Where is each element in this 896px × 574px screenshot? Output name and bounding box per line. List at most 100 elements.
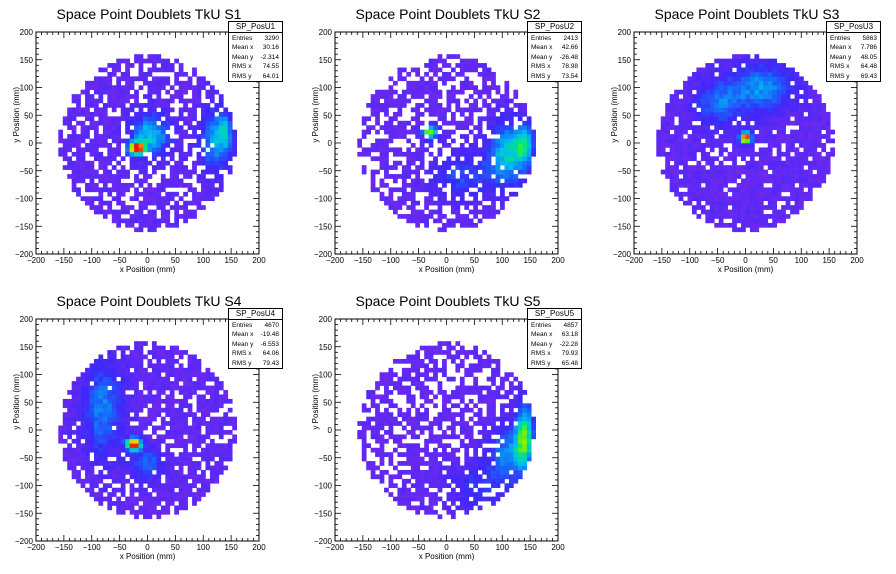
heatmap-bin [776,89,782,95]
heatmap-bin [745,138,751,144]
heatmap-bin [486,354,492,360]
heatmap-bin [513,412,519,417]
heatmap-bin [419,416,425,422]
heatmap-bin [384,385,389,391]
heatmap-bin [178,89,184,95]
heatmap-bin [522,438,528,444]
heatmap-bin [375,465,380,471]
heatmap-bin [223,116,229,122]
heatmap-bin [410,125,416,130]
heatmap-bin [718,116,724,122]
heatmap-bin [134,54,139,59]
heatmap-bin [178,107,184,113]
heatmap-bin [723,85,728,91]
heatmap-bin [169,358,175,364]
heatmap-bin [754,116,760,122]
heatmap-bin [129,438,135,444]
heatmap-bin [674,143,679,148]
heatmap-bin [745,196,751,202]
heatmap-bin [102,178,108,184]
heatmap-bin [790,165,795,170]
heatmap-bin [223,156,229,162]
heatmap-bin [709,214,715,219]
heatmap-bin [187,116,193,122]
heatmap-bin [674,151,679,157]
heatmap-bin [85,143,90,148]
heatmap-bin [151,501,157,506]
heatmap-bin [116,421,122,426]
heatmap-bin [125,376,130,382]
heatmap-bin [134,394,139,400]
heatmap-bin [767,111,773,117]
heatmap-bin [415,94,421,99]
heatmap-bin [107,469,113,475]
heatmap-bin [160,151,166,157]
heatmap-bin [192,469,197,475]
heatmap-bin [709,80,715,86]
heatmap-bin [192,160,197,166]
heatmap-bin [379,421,385,426]
heatmap-bin [138,178,144,184]
heatmap-bin [464,390,470,395]
heatmap-bin [455,403,461,409]
heatmap-bin [178,403,184,409]
heatmap-bin [665,160,670,166]
heatmap-bin [151,143,157,148]
heatmap-bin [428,461,434,466]
heatmap-bin [526,403,532,409]
heatmap-bin [58,151,64,157]
heatmap-bin [477,438,483,444]
heatmap-bin [201,403,206,409]
heatmap-bin [442,416,447,422]
heatmap-bin [187,376,193,382]
heatmap-bin [178,160,184,166]
heatmap-bin [807,196,813,202]
heatmap-bin [116,63,122,68]
heatmap-bin [169,85,175,91]
heatmap-bin [116,187,122,193]
heatmap-bin [687,165,693,170]
stats-row: RMS x 79.93 [528,349,581,359]
heatmap-bin [111,407,117,413]
heatmap-bin [696,138,702,144]
heatmap-bin [419,160,425,166]
stats-row: Mean x 7.786 [827,43,880,53]
heatmap-bin [678,156,684,162]
heatmap-bin [691,174,697,179]
heatmap-bin [116,345,122,351]
heatmap-bin [669,116,675,122]
heatmap-bin [665,129,670,135]
heatmap-bin [433,80,438,86]
heatmap-bin [67,138,72,144]
heatmap-bin [183,200,188,206]
heatmap-bin [799,200,804,206]
heatmap-bin [428,509,434,515]
heatmap-bin [388,165,394,170]
heatmap-bin [433,403,438,409]
heatmap-bin [714,111,720,117]
heatmap-bin [424,390,429,395]
heatmap-bin [473,501,479,506]
heatmap-bin [482,469,487,475]
heatmap-bin [459,421,465,426]
heatmap-bin [134,452,139,457]
heatmap-bin [147,478,153,484]
stats-label: RMS x [531,350,551,357]
heatmap-bin [151,134,157,139]
heatmap-bin [85,469,90,475]
stats-histogram-name: SP_PosU4 [229,309,282,320]
heatmap-bin [169,478,175,484]
heatmap-bin [62,120,68,126]
heatmap-bin [459,89,465,95]
heatmap-bin [437,350,443,355]
heatmap-bin [98,487,104,493]
heatmap-bin [410,214,416,219]
heatmap-bin [500,478,505,484]
heatmap-bin [174,443,180,449]
heatmap-bin [178,169,184,175]
heatmap-bin [830,147,835,153]
heatmap-bin [218,98,224,104]
heatmap-bin [125,407,130,413]
heatmap-bin [428,390,434,395]
heatmap-bin [732,116,737,122]
